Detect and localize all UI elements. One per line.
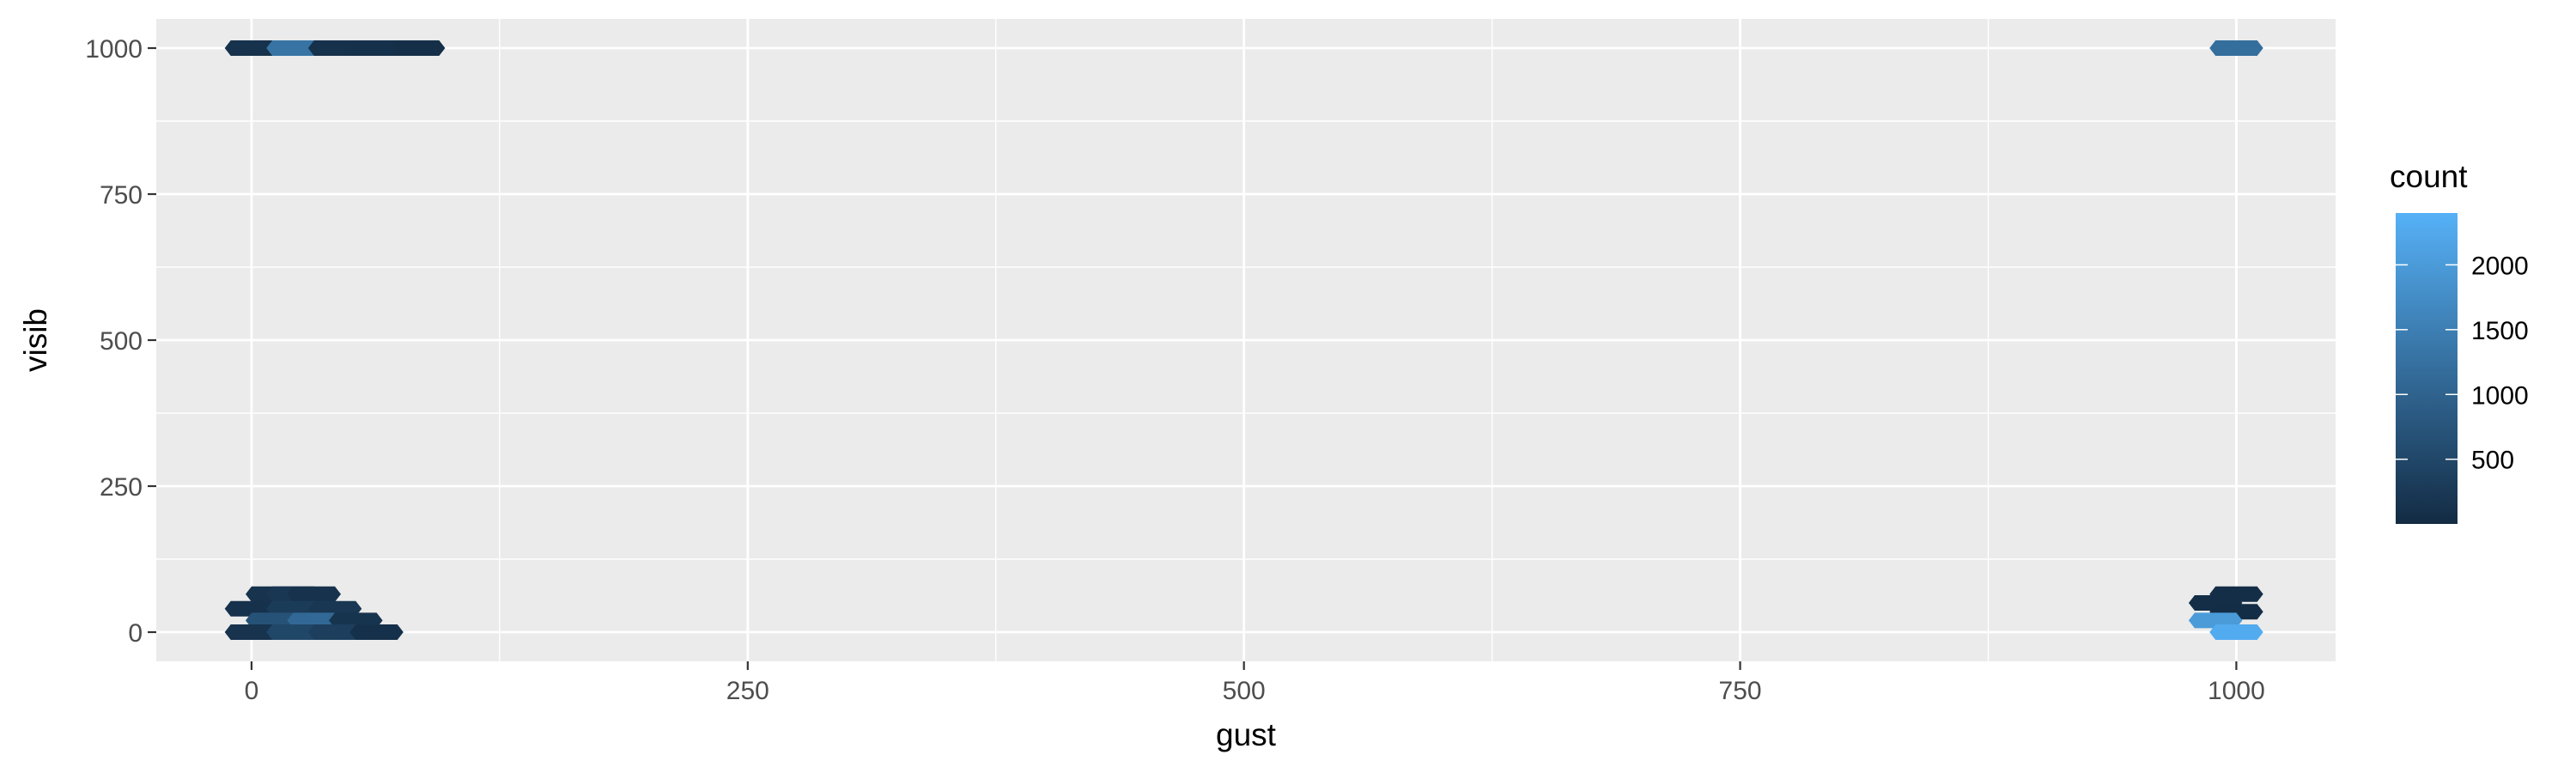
major-gridlines bbox=[156, 19, 2336, 661]
y-tick-label: 500 bbox=[100, 327, 143, 356]
y-axis-title: visib bbox=[18, 308, 53, 372]
x-tick-label: 250 bbox=[726, 677, 769, 705]
y-axis: 0 250 500 750 1000 bbox=[85, 35, 156, 648]
x-tick-label: 500 bbox=[1223, 677, 1266, 705]
x-tick-label: 1000 bbox=[2208, 677, 2265, 705]
hex-bin bbox=[287, 612, 341, 629]
x-axis-title: gust bbox=[1216, 717, 1277, 752]
x-axis: 0 250 500 750 1000 bbox=[245, 661, 2265, 705]
hex-bin bbox=[246, 612, 300, 629]
hex-bin bbox=[224, 40, 279, 56]
hex-bin bbox=[349, 624, 404, 640]
hex-bin bbox=[266, 40, 320, 56]
y-tick-label: 250 bbox=[100, 473, 143, 502]
legend: count 500 1000 1500 2000 bbox=[2390, 159, 2529, 524]
hex-bin bbox=[2209, 40, 2263, 56]
hex-bin bbox=[307, 40, 362, 56]
x-tick-label: 0 bbox=[245, 677, 259, 705]
hex-bin bbox=[2209, 624, 2263, 640]
y-tick-label: 0 bbox=[128, 619, 143, 648]
legend-tick-label: 1000 bbox=[2471, 381, 2529, 410]
hex-bin bbox=[266, 624, 320, 640]
hex-bin bbox=[224, 624, 279, 640]
hex-bins bbox=[224, 40, 2263, 640]
legend-tick-label: 2000 bbox=[2471, 252, 2529, 280]
hex-bin bbox=[224, 600, 279, 617]
hex-bin bbox=[307, 624, 362, 640]
hex-bin bbox=[266, 600, 320, 617]
y-tick-label: 1000 bbox=[85, 35, 143, 64]
hex-bin bbox=[287, 586, 341, 602]
minor-gridlines bbox=[156, 19, 2336, 661]
hex-bin bbox=[329, 612, 383, 629]
hex-bin bbox=[2188, 612, 2243, 629]
hex-bin bbox=[307, 600, 362, 617]
legend-tick-label: 1500 bbox=[2471, 317, 2529, 345]
legend-tick-label: 500 bbox=[2471, 447, 2514, 475]
hex-bin bbox=[391, 40, 446, 56]
legend-title: count bbox=[2390, 159, 2468, 194]
y-tick-label: 750 bbox=[100, 181, 143, 210]
hex-bin bbox=[349, 40, 404, 56]
legend-colorbar bbox=[2396, 213, 2458, 524]
x-tick-label: 750 bbox=[1719, 677, 1762, 705]
legend-ticks: 500 1000 1500 2000 bbox=[2396, 252, 2529, 475]
